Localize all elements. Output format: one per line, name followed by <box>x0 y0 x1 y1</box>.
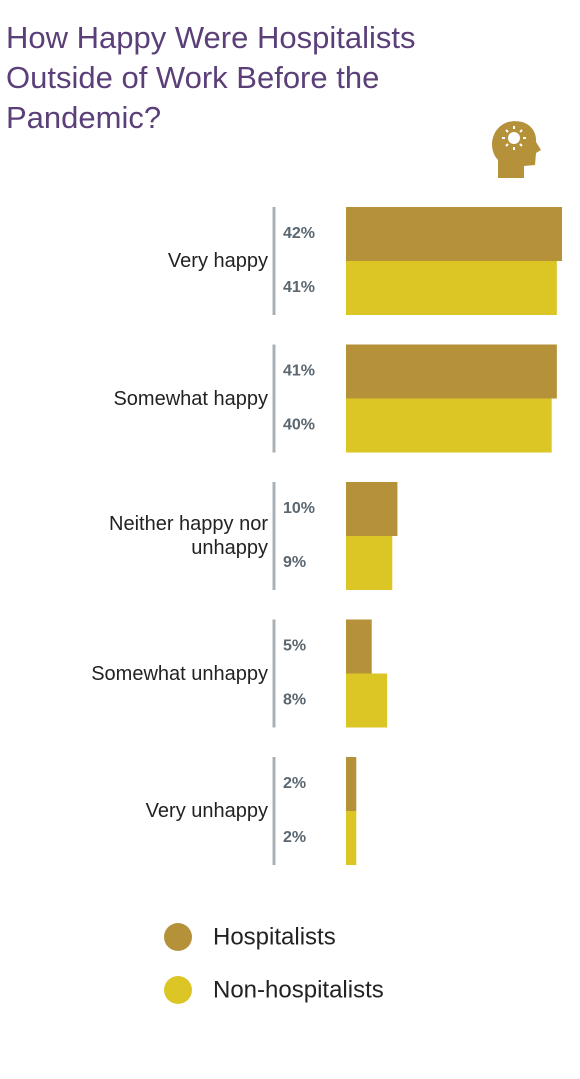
bar <box>346 536 393 590</box>
bar <box>346 673 388 728</box>
value-label: 41% <box>283 279 315 296</box>
legend-swatch <box>164 923 192 951</box>
category-label: Somewhat happy <box>113 387 268 410</box>
category-label: Somewhat unhappy <box>91 662 268 685</box>
legend-label: Hospitalists <box>213 923 336 950</box>
bar <box>346 619 372 674</box>
value-label: 5% <box>283 638 306 655</box>
bar <box>346 207 562 261</box>
bar <box>346 811 357 865</box>
value-label: 2% <box>283 829 306 846</box>
value-label: 40% <box>283 417 315 434</box>
category-label: Neither happy nor unhappy <box>109 513 268 559</box>
bar <box>346 482 398 536</box>
chart-title: How Happy Were Hospitalists Outside of W… <box>6 20 416 135</box>
bar <box>346 398 552 453</box>
value-label: 41% <box>283 363 315 380</box>
value-label: 10% <box>283 500 315 517</box>
value-label: 2% <box>283 775 306 792</box>
bar <box>346 344 557 399</box>
head-icon <box>492 121 541 178</box>
legend-swatch <box>164 976 192 1004</box>
bar <box>346 757 357 811</box>
legend-label: Non-hospitalists <box>213 976 384 1003</box>
bar <box>346 261 557 315</box>
value-label: 9% <box>283 554 306 571</box>
category-label: Very happy <box>167 250 268 272</box>
category-label: Very unhappy <box>145 800 268 822</box>
value-label: 8% <box>283 692 306 709</box>
value-label: 42% <box>283 225 315 242</box>
